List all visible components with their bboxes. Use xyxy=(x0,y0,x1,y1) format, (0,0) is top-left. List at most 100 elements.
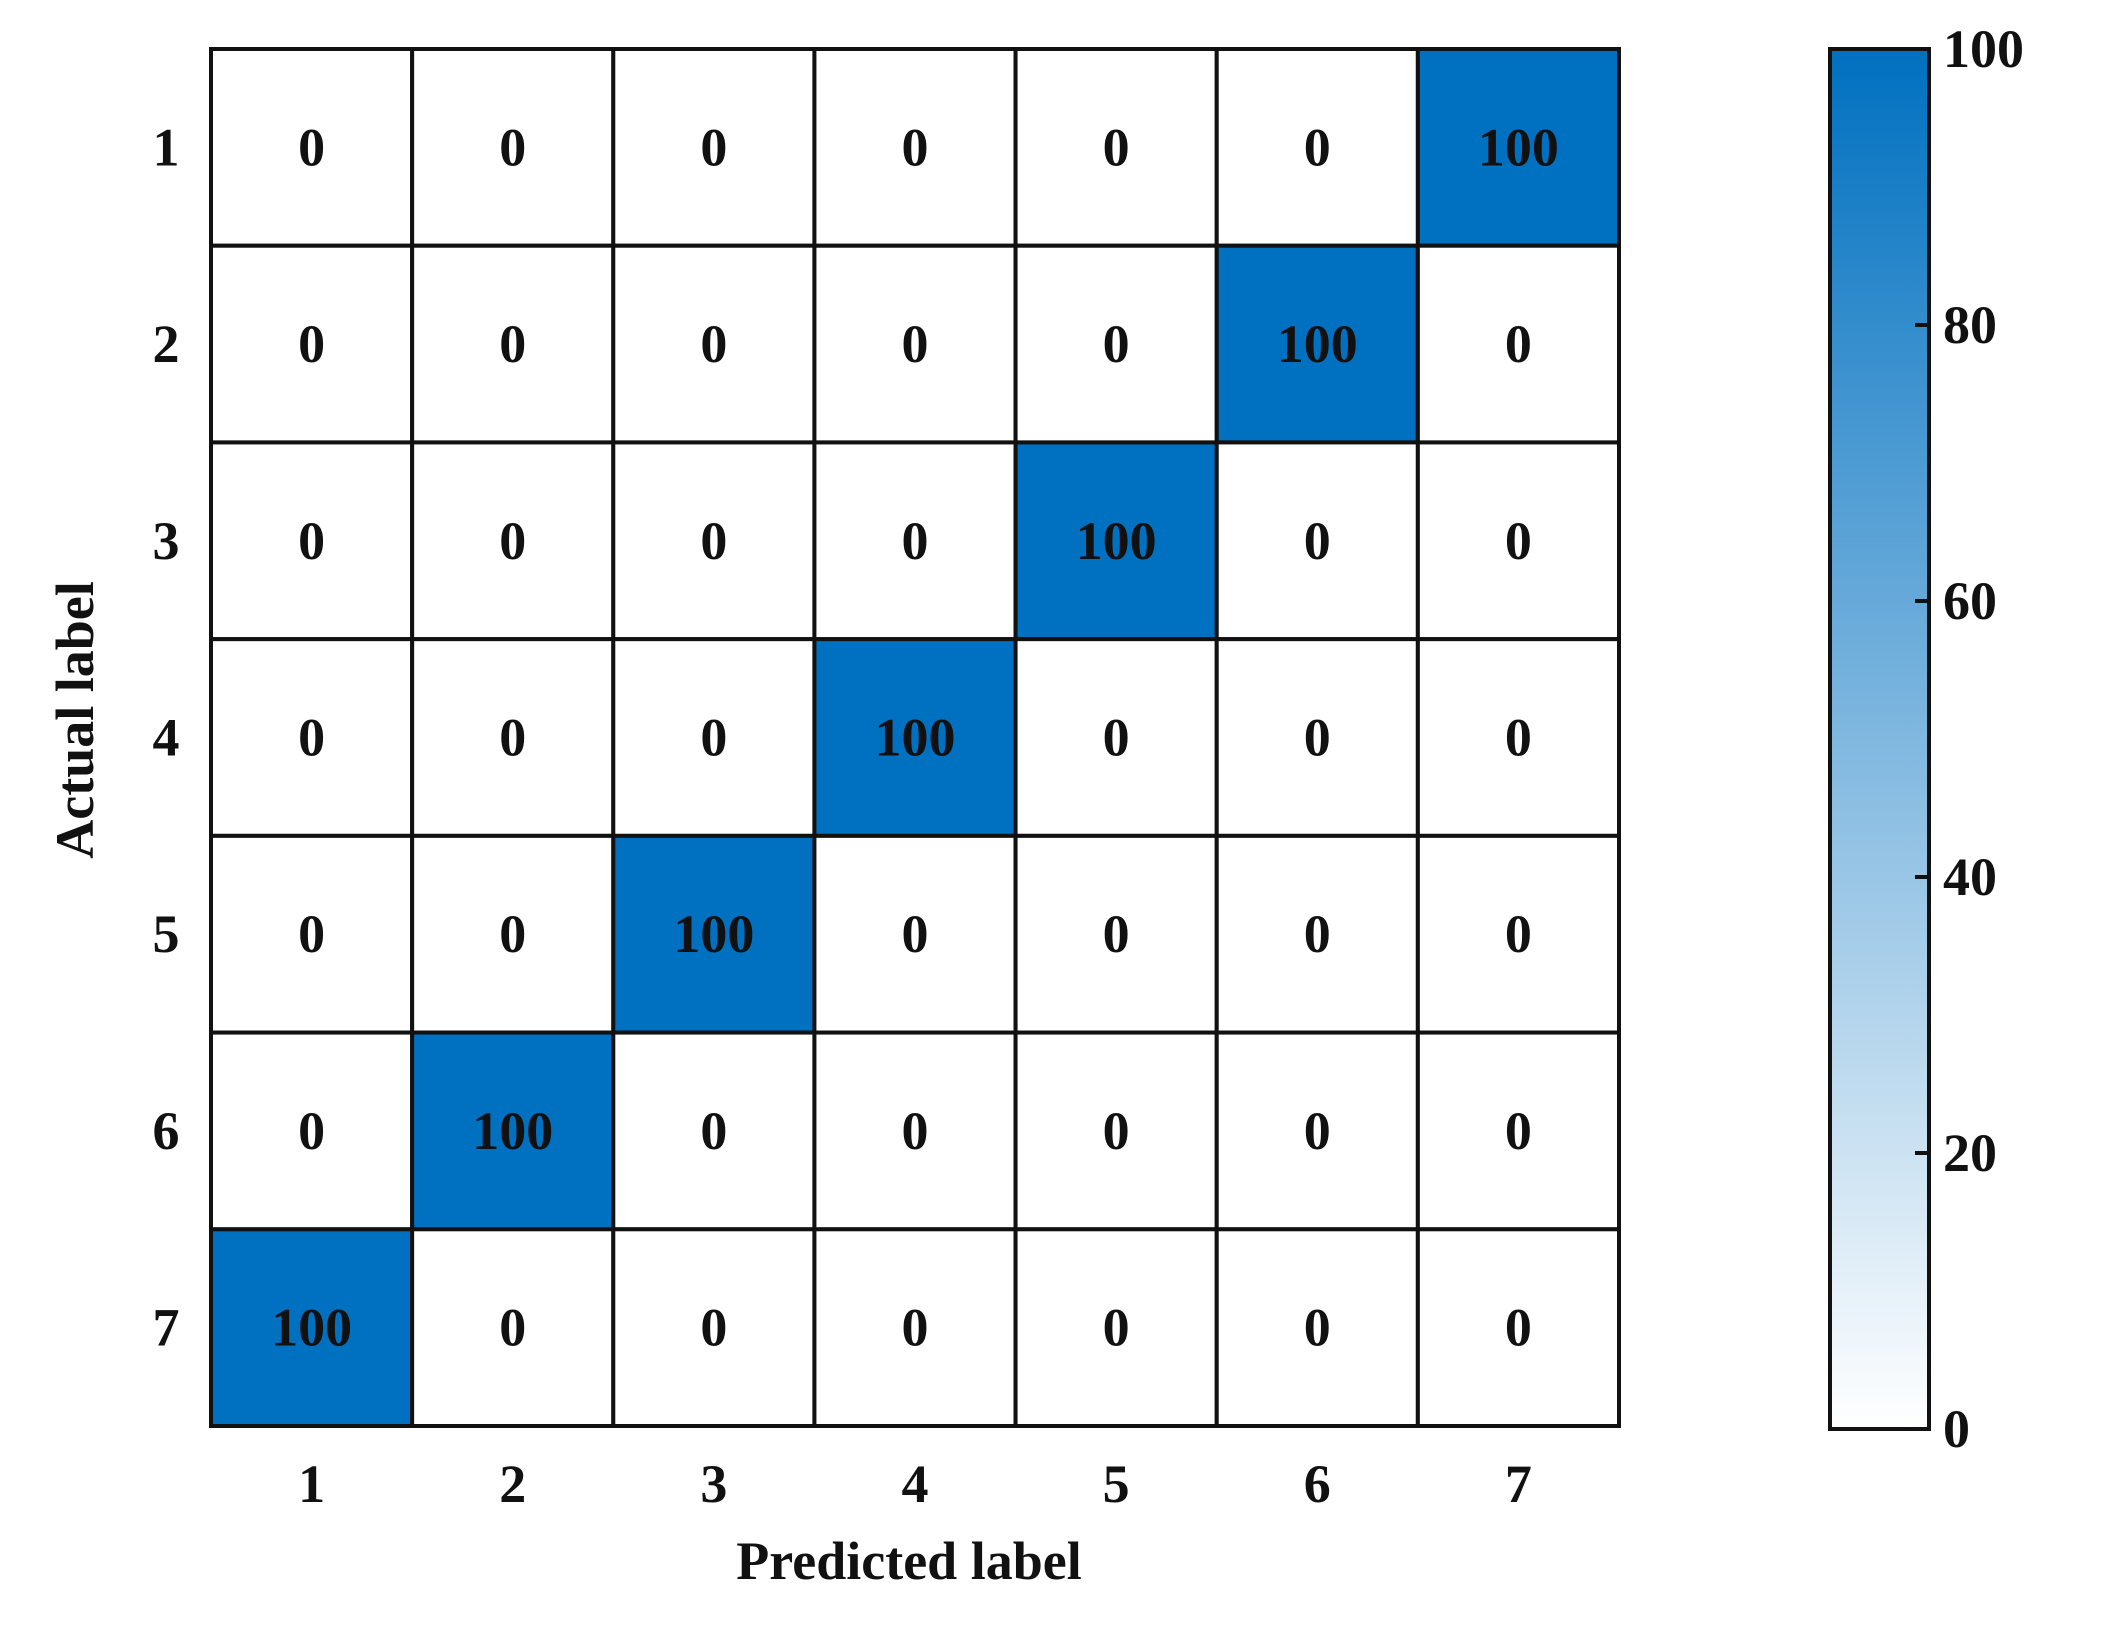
cell-label: 0 xyxy=(499,511,526,571)
x-tick-label: 1 xyxy=(298,1454,325,1514)
x-axis-title: Predicted label xyxy=(736,1531,1081,1591)
cell-label: 0 xyxy=(298,117,325,177)
cell xyxy=(812,1227,1018,1429)
cell-label: 0 xyxy=(1103,1101,1130,1161)
cell xyxy=(410,440,616,642)
cell-label: 0 xyxy=(1505,314,1532,374)
cell-label: 0 xyxy=(298,904,325,964)
cell-label: 0 xyxy=(902,904,929,964)
cell-label: 0 xyxy=(700,511,727,571)
cell xyxy=(611,833,817,1035)
y-tick-label: 6 xyxy=(153,1101,180,1161)
x-tick-label: 5 xyxy=(1103,1454,1130,1514)
cell xyxy=(1415,243,1622,445)
cell xyxy=(1214,1227,1420,1429)
cell xyxy=(611,243,817,445)
cell-label: 0 xyxy=(1103,708,1130,768)
cell-label: 0 xyxy=(298,708,325,768)
cell xyxy=(209,243,415,445)
x-tick-label: 4 xyxy=(902,1454,929,1514)
cell xyxy=(611,440,817,642)
cell xyxy=(410,47,616,248)
cell-label: 0 xyxy=(902,511,929,571)
cell-label: 0 xyxy=(1505,1298,1532,1358)
cell-label: 0 xyxy=(700,314,727,374)
cell xyxy=(1415,1227,1622,1429)
cell-label: 0 xyxy=(902,1298,929,1358)
cell-label: 0 xyxy=(902,117,929,177)
cell-label: 0 xyxy=(902,314,929,374)
cell-label: 100 xyxy=(673,904,754,964)
y-tick-label: 1 xyxy=(153,117,180,177)
cell xyxy=(1415,440,1622,642)
cell-label: 0 xyxy=(298,1101,325,1161)
cell xyxy=(1013,243,1219,445)
cell-label: 0 xyxy=(1304,708,1331,768)
cell-label: 0 xyxy=(499,117,526,177)
cell-label: 100 xyxy=(875,708,956,768)
cell xyxy=(611,47,817,248)
cell xyxy=(1214,47,1420,248)
cell xyxy=(410,1030,616,1232)
cell xyxy=(611,1227,817,1429)
x-tick-label: 3 xyxy=(700,1454,727,1514)
cell-label: 0 xyxy=(499,904,526,964)
cell-label: 0 xyxy=(1505,511,1532,571)
cell-label: 0 xyxy=(298,511,325,571)
y-tick-label: 5 xyxy=(153,904,180,964)
colorbar-tick-label: 20 xyxy=(1943,1123,1997,1183)
cell-label: 0 xyxy=(1505,708,1532,768)
cell-label: 0 xyxy=(902,1101,929,1161)
y-tick-label: 2 xyxy=(153,314,180,374)
cell xyxy=(209,1227,415,1429)
cell xyxy=(1013,440,1219,642)
cell-label: 0 xyxy=(700,708,727,768)
y-axis-title: Actual label xyxy=(45,581,105,859)
cell xyxy=(209,47,415,248)
cell-label: 0 xyxy=(499,314,526,374)
cell-label: 0 xyxy=(1304,1298,1331,1358)
colorbar-tick-label: 60 xyxy=(1943,571,1997,631)
cell xyxy=(209,637,415,838)
cell xyxy=(209,833,415,1035)
cell-label: 0 xyxy=(700,1298,727,1358)
cell-label: 100 xyxy=(472,1101,553,1161)
cell-label: 0 xyxy=(1103,1298,1130,1358)
y-tick-label: 4 xyxy=(153,708,180,768)
cell xyxy=(1415,637,1622,838)
cell-label: 0 xyxy=(1505,1101,1532,1161)
cell-label: 0 xyxy=(499,1298,526,1358)
cell-label: 0 xyxy=(1304,1101,1331,1161)
cell-label: 0 xyxy=(1103,314,1130,374)
cell xyxy=(1013,1030,1219,1232)
x-tick-label: 6 xyxy=(1304,1454,1331,1514)
colorbar-tick-label: 0 xyxy=(1943,1399,1970,1459)
cell xyxy=(812,1030,1018,1232)
cell-label: 0 xyxy=(499,708,526,768)
cell xyxy=(1415,1030,1622,1232)
cell-label: 0 xyxy=(1304,117,1331,177)
cell xyxy=(1214,440,1420,642)
colorbar-tick-label: 100 xyxy=(1943,19,2024,79)
cell-label: 0 xyxy=(298,314,325,374)
cell-label: 0 xyxy=(1103,904,1130,964)
cell xyxy=(1214,637,1420,838)
cell-label: 100 xyxy=(271,1298,352,1358)
cell-label: 100 xyxy=(1478,117,1559,177)
x-tick-label: 7 xyxy=(1505,1454,1532,1514)
cell xyxy=(410,637,616,838)
cell xyxy=(209,1030,415,1232)
cell-label: 100 xyxy=(1076,511,1157,571)
y-tick-label: 3 xyxy=(153,511,180,571)
colorbar xyxy=(1828,47,1931,1431)
cell-label: 100 xyxy=(1277,314,1358,374)
cell-label: 0 xyxy=(1304,511,1331,571)
colorbar-tick-label: 40 xyxy=(1943,847,1997,907)
cell-label: 0 xyxy=(1505,904,1532,964)
cell-label: 0 xyxy=(1304,904,1331,964)
cell-label: 0 xyxy=(700,117,727,177)
cell-label: 0 xyxy=(1103,117,1130,177)
y-tick-label: 7 xyxy=(153,1298,180,1358)
colorbar-tick-label: 80 xyxy=(1943,295,1997,355)
